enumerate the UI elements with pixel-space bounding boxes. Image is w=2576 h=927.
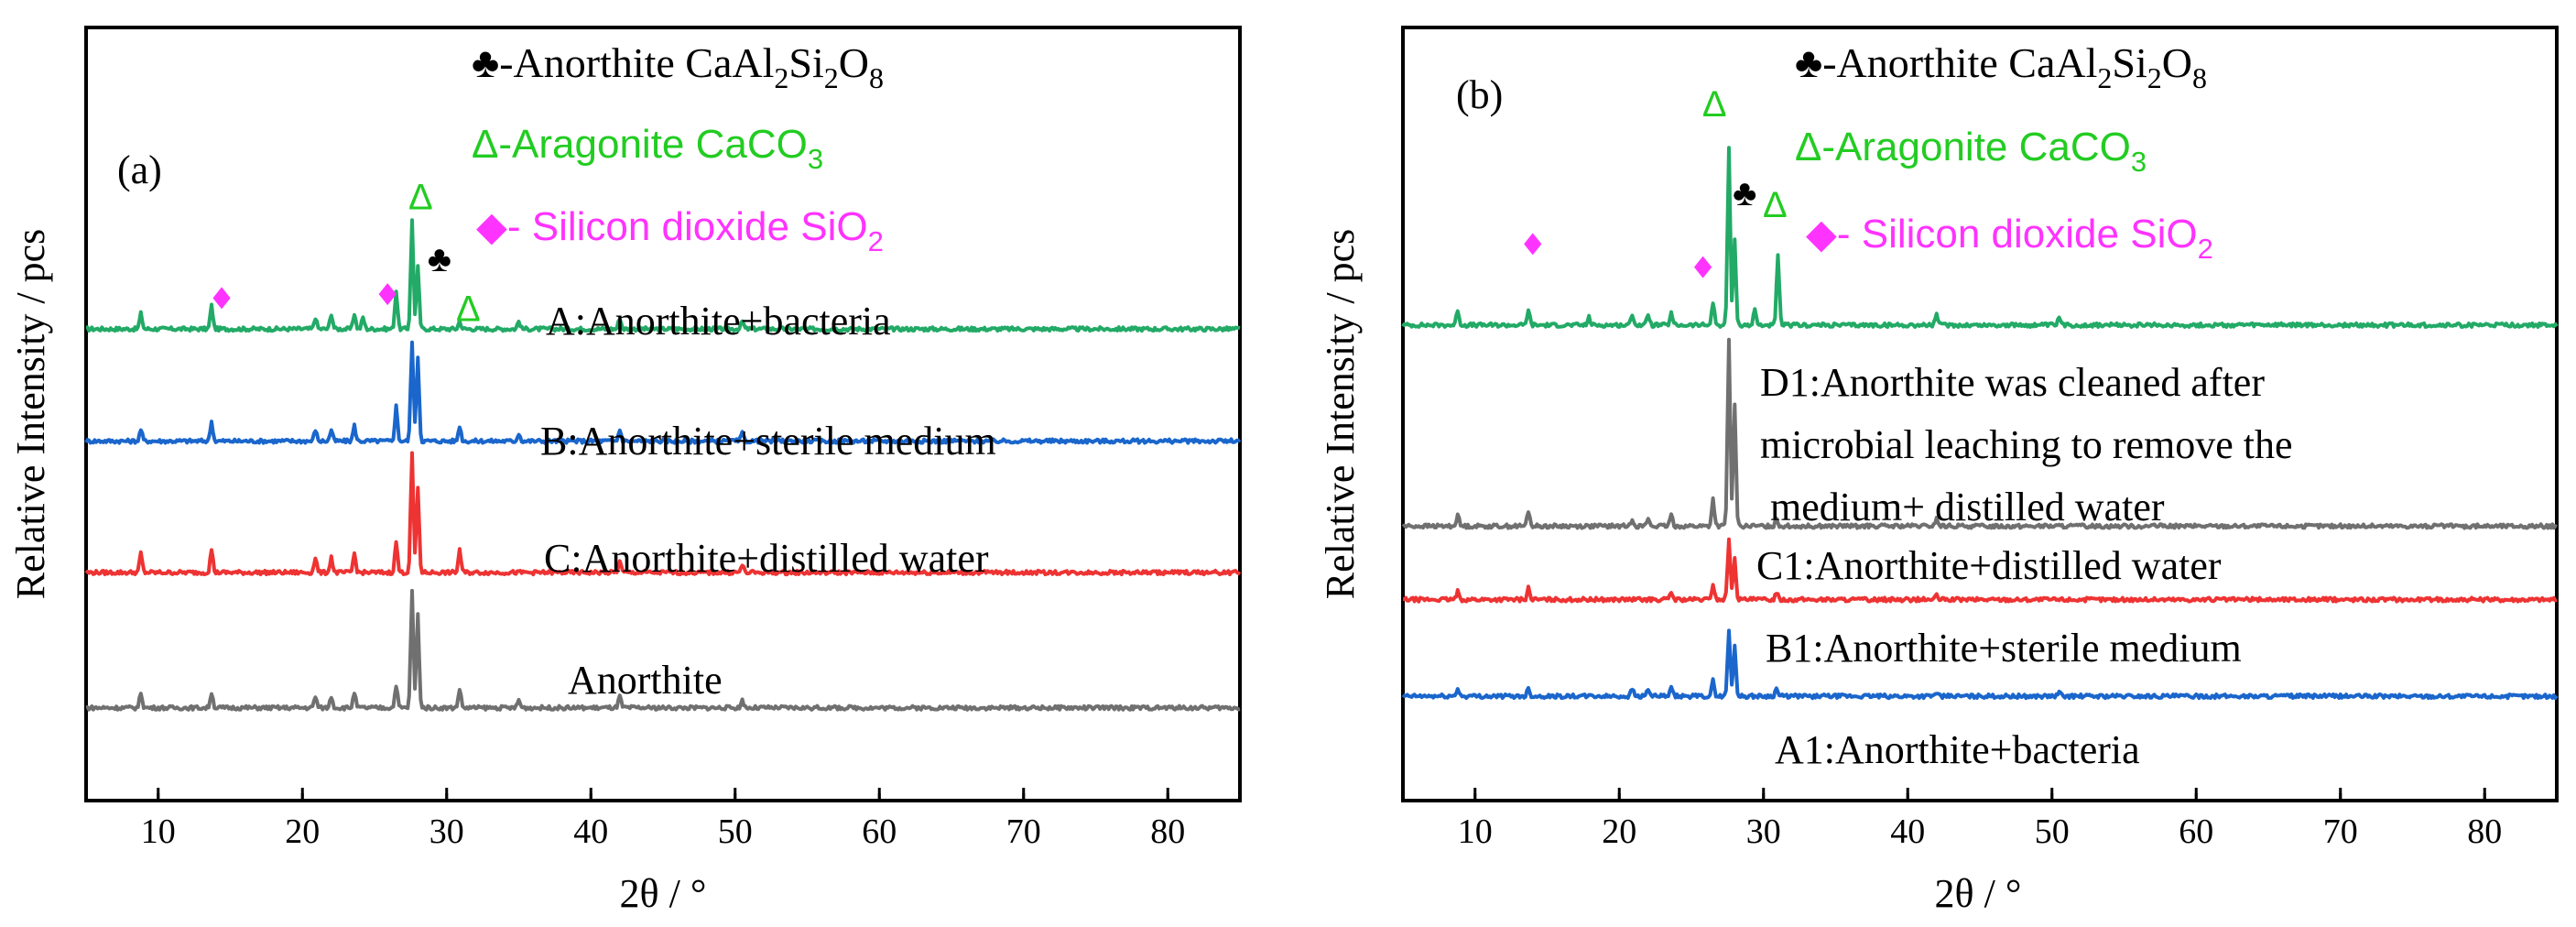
panel-b: Δ♣ Δ 10 20 30 40 50 60 70 80 (b) ♣-Anorthite CaA… bbox=[1318, 26, 2559, 916]
x-tick-label: 40 bbox=[573, 812, 608, 851]
series-label-d1-line2: microbial leaching to remove the bbox=[1760, 422, 2293, 467]
x-tick-label: 30 bbox=[1746, 812, 1781, 851]
series-line-2 bbox=[84, 340, 1242, 445]
series-label-b1: B1:Anorthite+sterile medium bbox=[1766, 626, 2242, 671]
series-line-3 bbox=[84, 451, 1242, 577]
panel-a: Δ♣Δ 10 20 30 40 50 60 70 80 (a) ♣-Anorthite CaA… bbox=[8, 26, 1242, 916]
legend-aragonite: Δ-Aragonite CaCO3 bbox=[472, 122, 823, 175]
x-tick-label: 30 bbox=[429, 812, 464, 851]
y-axis-label: Relative Intensity / pcs bbox=[1318, 229, 1363, 599]
series-line-2 bbox=[1401, 337, 2558, 530]
legend-silicon-dioxide: ◆- Silicon dioxide SiO2 bbox=[1806, 212, 2213, 265]
silicon-dioxide-marker bbox=[1694, 256, 1712, 278]
legend: ♣-Anorthite CaAl2Si2O8 Δ-Aragonite CaCO3… bbox=[1795, 38, 2213, 265]
x-axis-label: 2θ / ° bbox=[620, 871, 707, 916]
legend: ♣-Anorthite CaAl2Si2O8 Δ-Aragonite CaCO3… bbox=[472, 38, 884, 257]
series-line-1 bbox=[85, 218, 1241, 333]
anorthite-marker: ♣ bbox=[1733, 173, 1756, 213]
legend-aragonite: Δ-Aragonite CaCO3 bbox=[1795, 125, 2147, 178]
x-axis-ticks: 10 20 30 40 50 60 70 80 bbox=[141, 788, 1185, 851]
x-tick-label: 20 bbox=[1602, 812, 1636, 851]
silicon-dioxide-marker bbox=[212, 287, 231, 310]
silicon-dioxide-marker bbox=[378, 283, 397, 306]
diffraction-curves bbox=[1401, 146, 2559, 701]
x-tick-label: 80 bbox=[2467, 812, 2502, 851]
series-line-3 bbox=[1402, 537, 2558, 604]
plot-area-frame bbox=[84, 26, 1242, 802]
series-label-d1-line3: medium+ distilled water bbox=[1760, 485, 2165, 529]
series-labels: A:Anorthite+bacteria B:Anorthite+sterile… bbox=[540, 299, 996, 703]
x-tick-label: 50 bbox=[718, 812, 753, 851]
series-label-d1-line1: D1:Anorthite was cleaned after bbox=[1760, 360, 2265, 405]
x-tick-label: 60 bbox=[2179, 812, 2213, 851]
x-tick-label: 20 bbox=[285, 812, 320, 851]
x-tick-label: 70 bbox=[1006, 812, 1041, 851]
panel-label: (b) bbox=[1456, 72, 1503, 117]
plot-area-frame bbox=[1401, 26, 2559, 802]
series-label-c1: C1:Anorthite+distilled water bbox=[1756, 543, 2222, 588]
x-axis-label: 2θ / ° bbox=[1935, 871, 2022, 916]
series-labels: D1:Anorthite was cleaned after microbial… bbox=[1756, 360, 2293, 772]
x-tick-label: 40 bbox=[1890, 812, 1925, 851]
x-axis-ticks: 10 20 30 40 50 60 70 80 bbox=[1458, 788, 2502, 851]
x-tick-label: 80 bbox=[1150, 812, 1185, 851]
legend-anorthite: ♣-Anorthite CaAl2Si2O8 bbox=[1795, 38, 2207, 94]
series-label-c: C:Anorthite+distilled water bbox=[544, 536, 989, 581]
x-tick-label: 50 bbox=[2035, 812, 2070, 851]
anorthite-marker: ♣ bbox=[428, 239, 451, 279]
peak-markers: Δ♣Δ bbox=[1524, 84, 1788, 278]
x-tick-label: 10 bbox=[141, 812, 176, 851]
series-line-1 bbox=[1401, 146, 2559, 329]
y-axis-label: Relative Intensity / pcs bbox=[8, 229, 53, 599]
aragonite-marker: Δ bbox=[1702, 84, 1727, 125]
x-tick-label: 10 bbox=[1458, 812, 1493, 851]
series-label-anorthite: Anorthite bbox=[568, 658, 723, 703]
x-tick-label: 70 bbox=[2323, 812, 2358, 851]
silicon-dioxide-marker bbox=[1524, 233, 1542, 256]
peak-markers: Δ♣Δ bbox=[212, 177, 481, 330]
series-label-a1: A1:Anorthite+bacteria bbox=[1775, 727, 2140, 772]
aragonite-marker: Δ bbox=[1763, 185, 1788, 225]
legend-silicon-dioxide: ◆- Silicon dioxide SiO2 bbox=[476, 204, 884, 257]
series-line-4 bbox=[1401, 628, 2559, 701]
series-label-a: A:Anorthite+bacteria bbox=[546, 299, 891, 344]
aragonite-marker: Δ bbox=[408, 177, 433, 217]
aragonite-marker: Δ bbox=[456, 289, 481, 330]
diffraction-curves bbox=[84, 218, 1242, 712]
legend-anorthite: ♣-Anorthite CaAl2Si2O8 bbox=[472, 38, 884, 94]
panel-label: (a) bbox=[117, 147, 162, 192]
series-line-4 bbox=[85, 588, 1241, 712]
x-tick-label: 60 bbox=[862, 812, 897, 851]
series-label-b: B:Anorthite+sterile medium bbox=[540, 419, 996, 464]
